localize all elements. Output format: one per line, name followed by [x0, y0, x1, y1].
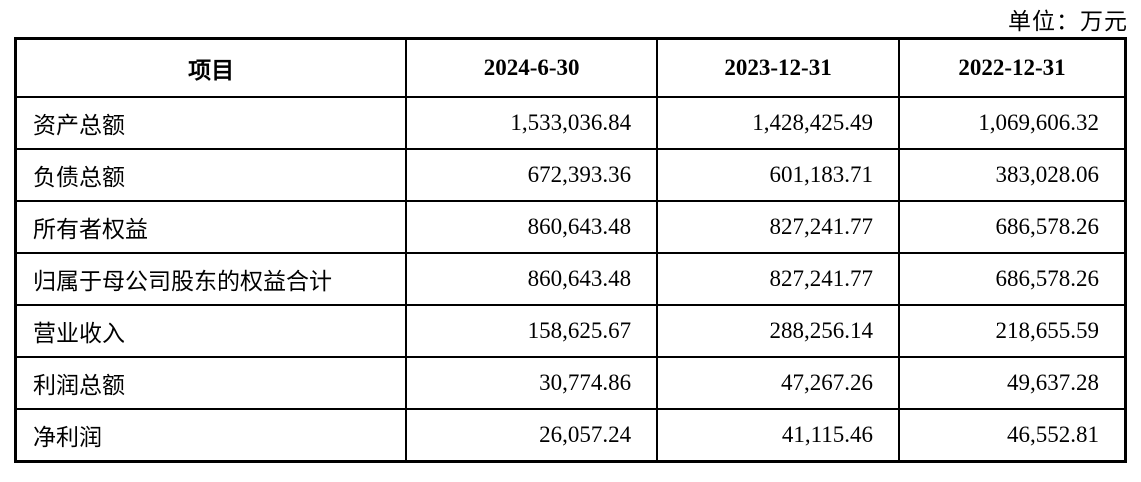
value-cell: 30,774.86 [405, 356, 659, 410]
col-header-date-3: 2022-12-31 [898, 37, 1127, 98]
header-row: 项目 2024-6-30 2023-12-31 2022-12-31 [14, 37, 1127, 98]
value-cell: 686,578.26 [898, 252, 1127, 306]
value-cell: 1,533,036.84 [405, 96, 659, 150]
value-cell: 686,578.26 [898, 200, 1127, 254]
col-header-date-2: 2023-12-31 [656, 37, 901, 98]
col-header-item: 项目 [14, 37, 408, 98]
table-row: 利润总额 30,774.86 47,267.26 49,637.28 [14, 356, 1127, 410]
value-cell: 860,643.48 [405, 200, 659, 254]
value-cell: 672,393.36 [405, 148, 659, 202]
value-cell: 49,637.28 [898, 356, 1127, 410]
value-cell: 41,115.46 [656, 408, 901, 463]
unit-label: 单位：万元 [1008, 9, 1128, 34]
value-cell: 1,069,606.32 [898, 96, 1127, 150]
row-label: 所有者权益 [14, 200, 408, 254]
value-cell: 288,256.14 [656, 304, 901, 358]
table-row: 归属于母公司股东的权益合计 860,643.48 827,241.77 686,… [14, 252, 1127, 306]
value-cell: 827,241.77 [656, 252, 901, 306]
value-cell: 26,057.24 [405, 408, 659, 463]
value-cell: 47,267.26 [656, 356, 901, 410]
col-header-date-1: 2024-6-30 [405, 37, 659, 98]
table-row: 负债总额 672,393.36 601,183.71 383,028.06 [14, 148, 1127, 202]
value-cell: 383,028.06 [898, 148, 1127, 202]
row-label: 资产总额 [14, 96, 408, 150]
value-cell: 860,643.48 [405, 252, 659, 306]
table-row: 净利润 26,057.24 41,115.46 46,552.81 [14, 408, 1127, 463]
value-cell: 827,241.77 [656, 200, 901, 254]
row-label: 利润总额 [14, 356, 408, 410]
value-cell: 601,183.71 [656, 148, 901, 202]
row-label: 负债总额 [14, 148, 408, 202]
row-label: 净利润 [14, 408, 408, 463]
value-cell: 1,428,425.49 [656, 96, 901, 150]
value-cell: 218,655.59 [898, 304, 1127, 358]
financial-summary-table: 项目 2024-6-30 2023-12-31 2022-12-31 资产总额 … [14, 37, 1127, 463]
value-cell: 46,552.81 [898, 408, 1127, 463]
table-row: 所有者权益 860,643.48 827,241.77 686,578.26 [14, 200, 1127, 254]
value-cell: 158,625.67 [405, 304, 659, 358]
row-label: 营业收入 [14, 304, 408, 358]
row-label: 归属于母公司股东的权益合计 [14, 252, 408, 306]
table-row: 资产总额 1,533,036.84 1,428,425.49 1,069,606… [14, 96, 1127, 150]
table-row: 营业收入 158,625.67 288,256.14 218,655.59 [14, 304, 1127, 358]
